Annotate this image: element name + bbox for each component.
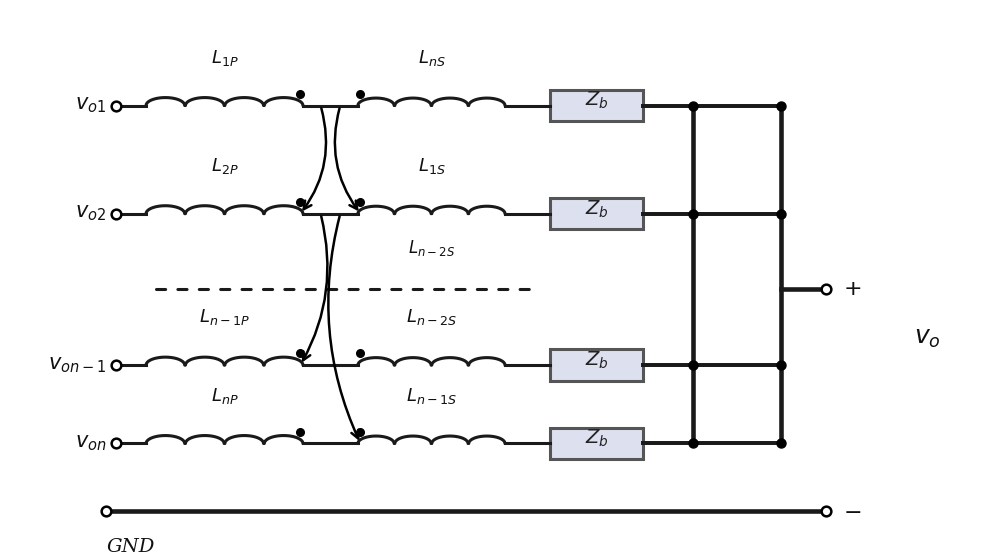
Text: $v_o$: $v_o$ xyxy=(915,326,941,349)
Text: $Z_b$: $Z_b$ xyxy=(585,90,608,111)
Text: $v_{on}$: $v_{on}$ xyxy=(74,433,106,453)
Text: $Z_b$: $Z_b$ xyxy=(585,198,608,220)
Text: $-$: $-$ xyxy=(843,501,861,521)
Text: $L_{n-1S}$: $L_{n-1S}$ xyxy=(406,386,457,405)
Bar xyxy=(550,198,643,230)
Text: $Z_b$: $Z_b$ xyxy=(585,428,608,450)
Text: GND: GND xyxy=(106,538,155,556)
Text: $L_{1S}$: $L_{1S}$ xyxy=(417,156,445,176)
Text: $v_{o1}$: $v_{o1}$ xyxy=(75,96,106,115)
Text: $Z_b$: $Z_b$ xyxy=(585,350,608,371)
Text: $L_{nS}$: $L_{nS}$ xyxy=(417,48,445,68)
Text: $L_{n-2S}$: $L_{n-2S}$ xyxy=(406,307,457,327)
Text: $L_{2P}$: $L_{2P}$ xyxy=(211,156,238,176)
Bar xyxy=(550,90,643,121)
Text: $L_{1P}$: $L_{1P}$ xyxy=(211,48,238,68)
Text: $v_{o2}$: $v_{o2}$ xyxy=(75,204,106,223)
Text: $L_{n-2S}$: $L_{n-2S}$ xyxy=(407,238,455,258)
Bar xyxy=(550,428,643,459)
Text: $L_{nP}$: $L_{nP}$ xyxy=(211,386,238,405)
Text: $+$: $+$ xyxy=(843,279,861,300)
Bar xyxy=(550,349,643,381)
Text: $L_{n-1P}$: $L_{n-1P}$ xyxy=(199,307,250,327)
Text: $v_{on-1}$: $v_{on-1}$ xyxy=(48,355,106,375)
